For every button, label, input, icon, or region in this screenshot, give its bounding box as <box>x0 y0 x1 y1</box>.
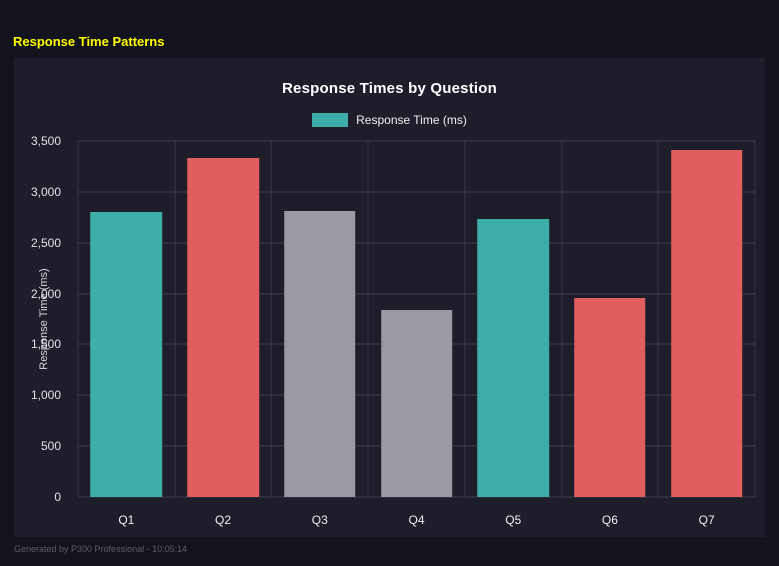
y-axis-tick-labels: 0 500 1,000 1,500 2,000 2,500 3,000 3,500 <box>14 135 70 503</box>
gridline-vertical <box>270 141 272 497</box>
gridline-vertical <box>657 141 659 497</box>
gridline-horizontal <box>78 242 755 244</box>
chart-title: Response Times by Question <box>282 80 497 97</box>
y-tick-label: 500 <box>40 439 61 454</box>
y-tick-label: 0 <box>54 490 61 504</box>
x-tick-label-q7: Q7 <box>698 513 715 527</box>
x-tick-label-q6: Q6 <box>601 513 618 527</box>
bar-q6[interactable] <box>574 297 646 497</box>
y-tick-label: 1,000 <box>30 388 61 403</box>
x-tick-label-q1: Q1 <box>118 513 135 527</box>
legend-swatch <box>312 113 349 127</box>
bar-q1[interactable] <box>90 212 163 497</box>
gridline-vertical <box>367 141 369 497</box>
chart-panel: Response Times by Question Response Time… <box>14 58 765 537</box>
gridline-horizontal <box>78 496 755 498</box>
bar-q3[interactable] <box>284 211 356 497</box>
y-tick-label: 2,000 <box>30 286 61 301</box>
bar-q5[interactable] <box>477 219 549 497</box>
x-tick-label-q3: Q3 <box>311 513 328 527</box>
gridline-vertical <box>174 141 176 497</box>
x-tick-label-q2: Q2 <box>215 513 232 527</box>
plot-area <box>77 140 756 498</box>
gridline-vertical <box>464 141 466 497</box>
x-axis-tick-labels: Q1 Q2 Q3 Q4 Q5 Q6 Q7 <box>78 507 755 529</box>
gridline-vertical <box>77 141 79 497</box>
legend-label: Response Time (ms) <box>356 113 467 127</box>
gridline-horizontal <box>78 293 755 295</box>
gridline-vertical <box>754 141 756 497</box>
y-tick-label: 3,500 <box>30 134 61 148</box>
page-title: Response Time Patterns <box>13 34 165 49</box>
chart-legend[interactable]: Response Time (ms) <box>14 113 765 127</box>
x-tick-label-q4: Q4 <box>408 513 425 527</box>
x-tick-label-q5: Q5 <box>505 513 522 527</box>
bar-q7[interactable] <box>670 150 743 497</box>
footer-text: Generated by P300 Professional - 10:05:1… <box>14 544 188 554</box>
y-tick-label: 2,500 <box>30 235 61 250</box>
y-tick-label: 3,000 <box>30 184 61 199</box>
y-tick-label: 1,500 <box>30 337 61 352</box>
gridline-horizontal <box>78 191 755 193</box>
gridline-horizontal <box>78 140 755 142</box>
bar-q2[interactable] <box>187 158 259 497</box>
gridline-vertical <box>561 141 563 497</box>
bar-q4[interactable] <box>380 309 453 497</box>
